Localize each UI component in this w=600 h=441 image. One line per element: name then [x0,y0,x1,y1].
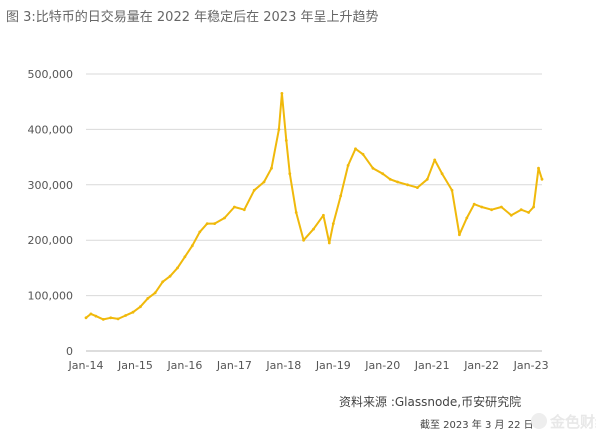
data-point [490,208,493,212]
data-point [354,147,357,151]
x-tick-label: Jan-22 [463,359,499,372]
data-point [183,255,187,259]
data-point [109,316,113,320]
data-point [131,310,135,314]
data-point [223,216,226,220]
y-tick-label: 400,000 [28,123,74,136]
data-point [331,222,335,226]
data-point [277,127,281,131]
data-point [280,92,284,95]
data-point [480,205,484,209]
data-point [233,205,236,209]
data-point [537,166,540,170]
x-tick-label: Jan-17 [216,359,252,372]
data-point [252,188,256,192]
data-point [540,177,544,181]
x-tick-label: Jan-15 [117,359,153,372]
data-point [465,216,469,220]
data-point [153,291,157,295]
y-tick-label: 200,000 [28,234,74,247]
data-point [388,177,392,181]
data-point [327,241,331,245]
data-point [406,183,409,187]
y-tick-label: 100,000 [28,290,74,303]
grid [86,73,542,352]
data-point [284,139,288,142]
data-point [242,208,246,212]
data-point [509,213,513,217]
data-point [396,180,399,184]
data-point [270,166,273,170]
y-tick-label: 0 [66,345,73,358]
x-tick-label: Jan-14 [68,359,104,372]
data-point [371,166,375,170]
x-axis-ticks: Jan-14 Jan-15 Jan-16 Jan-17 Jan-18 Jan-19 Jan-… [68,359,549,372]
data-point [139,305,142,309]
data-point [198,230,202,234]
data-point [312,227,315,231]
series-layer [84,92,544,321]
x-tick-label: Jan-16 [166,359,202,372]
data-point [425,177,429,181]
data-point [146,297,150,300]
data-point [176,266,179,270]
data-point [339,194,343,198]
data-point [519,208,523,212]
data-point [101,318,105,321]
data-point [532,205,535,209]
data-point [213,222,217,226]
x-tick-label: Jan-21 [414,359,450,372]
series-line [85,92,543,321]
x-tick-label: Jan-20 [364,359,400,372]
data-point [346,164,350,167]
y-tick-label: 300,000 [28,179,74,192]
watermark-logo: 金色财经 [531,413,596,431]
data-point [500,205,503,209]
data-point [89,312,93,316]
data-point [302,238,305,242]
data-point [381,172,385,176]
data-point [440,172,444,176]
data-point [84,316,88,320]
data-point [94,314,98,318]
x-tick-label: Jan-23 [513,359,549,372]
data-point [262,180,266,184]
data-point [124,314,127,317]
data-point [168,274,172,278]
data-point [322,213,325,217]
data-point [433,158,437,162]
data-point [527,211,530,214]
data-point [472,202,476,206]
chart-title: 图 3:比特币的日交易量在 2022 年稳定后在 2023 年呈上升趋势 [6,10,379,25]
watermark-text: 金色财经 [549,413,596,431]
x-tick-label: Jan-18 [265,359,301,372]
data-point [190,244,194,248]
data-point [161,280,165,284]
data-point [294,211,298,214]
date-note: 截至 2023 年 3 月 22 日 [420,420,534,431]
y-tick-label: 500,000 [28,68,74,81]
y-axis-ticks: 0 100,000 200,000 300,000 400,000 500,000 [28,68,74,358]
source-note: 资料来源 :Glassnode,币安研究院 [339,395,522,409]
data-point [361,152,365,156]
data-point [288,172,292,176]
x-tick-label: Jan-19 [315,359,351,372]
data-point [450,188,454,192]
data-point [205,222,209,226]
data-point [416,186,419,190]
data-point [458,233,461,237]
data-point [116,317,120,321]
